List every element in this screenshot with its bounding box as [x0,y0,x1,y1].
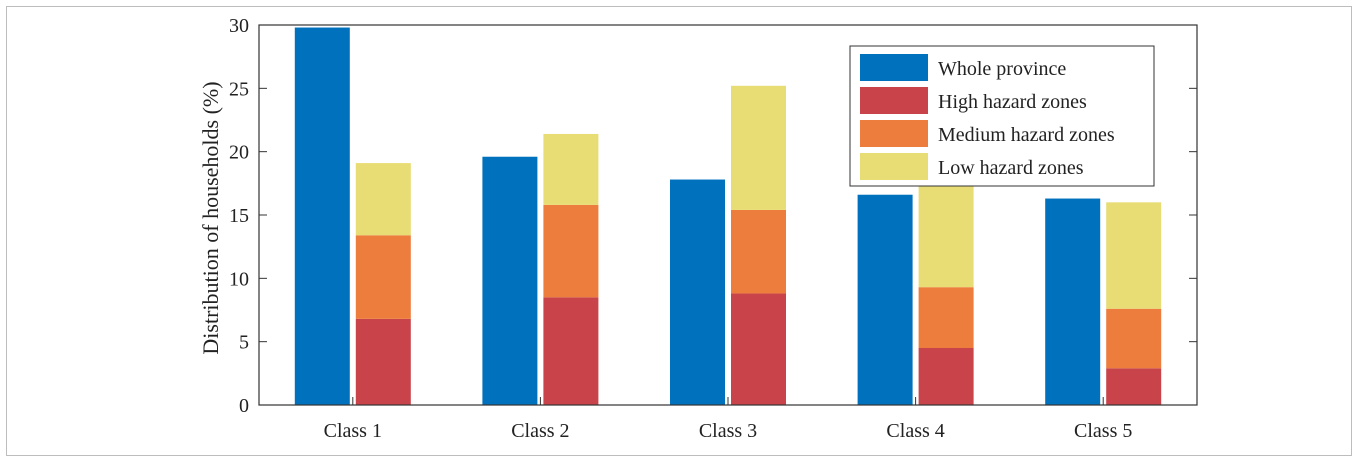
bar-whole-province-3 [670,179,725,405]
bar-low-hazard-zones-3 [731,85,786,210]
x-tick-label: Class 4 [886,420,944,442]
bars-group [294,27,1162,406]
bar-medium-hazard-zones-5 [1106,308,1162,369]
bar-high-hazard-zones-5 [1106,368,1162,405]
bar-high-hazard-zones-3 [731,293,786,405]
bar-whole-province-2 [482,156,538,405]
bar-medium-hazard-zones-4 [918,287,974,348]
y-tick-label: 15 [229,205,249,227]
bar-high-hazard-zones-2 [543,297,599,405]
x-tick-label: Class 5 [1074,420,1132,442]
bar-medium-hazard-zones-1 [355,235,411,319]
y-axis-label: Distribution of households (%) [198,81,223,354]
legend-label: Whole province [938,58,1066,80]
bar-high-hazard-zones-4 [918,348,974,405]
bar-whole-province-4 [857,194,913,405]
bar-medium-hazard-zones-2 [543,204,599,298]
legend-label: High hazard zones [938,91,1087,113]
bar-low-hazard-zones-4 [918,174,974,288]
x-tick-label: Class 3 [699,420,757,442]
x-tick-label: Class 1 [324,420,382,442]
y-tick-label: 0 [239,395,249,417]
bar-whole-province-1 [294,27,350,406]
legend-swatch [860,120,928,147]
x-tick-label: Class 2 [511,420,569,442]
bar-whole-province-5 [1045,198,1101,405]
bar-low-hazard-zones-2 [543,133,599,205]
y-tick-label: 10 [229,268,249,290]
legend-label: Low hazard zones [938,157,1084,179]
bar-medium-hazard-zones-3 [731,209,786,294]
figure-frame [6,6,1352,456]
legend-swatch [860,87,928,114]
bar-low-hazard-zones-1 [355,163,411,236]
y-tick-label: 20 [229,142,249,164]
legend: Whole province High hazard zones Medium ha… [849,45,1155,187]
axes-group: Class 1 Class 2 Class 3 Class 4 Class 5 0 5 10 1… [229,15,1198,442]
legend-swatch [860,153,928,180]
legend-label: Medium hazard zones [938,124,1115,146]
bar-high-hazard-zones-1 [355,318,411,405]
y-tick-label: 25 [229,78,249,100]
y-tick-label: 5 [239,332,249,354]
y-tick-label: 30 [229,15,249,37]
bar-low-hazard-zones-5 [1106,202,1162,309]
legend-swatch [860,54,928,81]
